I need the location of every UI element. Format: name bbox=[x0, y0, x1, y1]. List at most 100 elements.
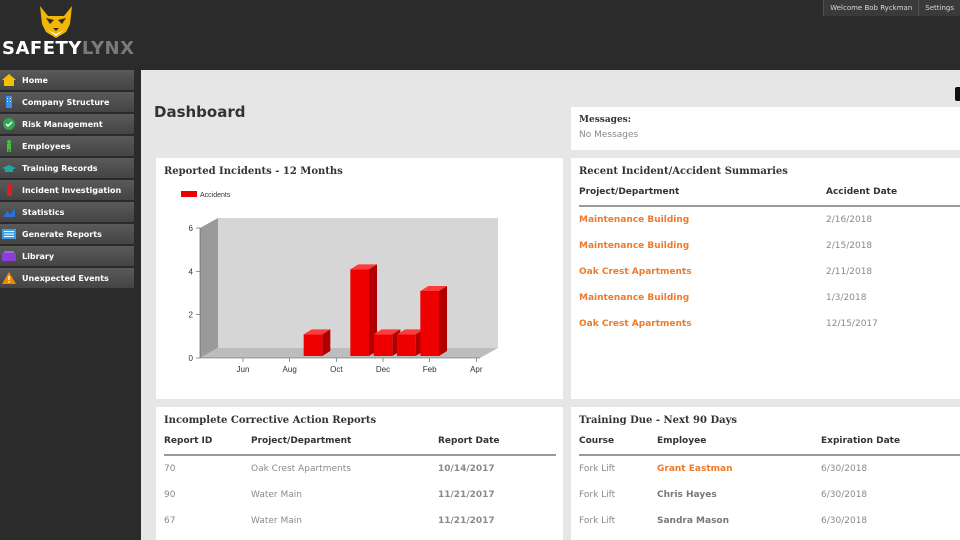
x-tick-label: Dec bbox=[376, 365, 390, 374]
bar-side bbox=[322, 329, 331, 356]
sidebar-item-generate-reports[interactable]: Generate Reports bbox=[0, 224, 134, 245]
bar bbox=[373, 334, 393, 356]
column-header-employee: Employee bbox=[657, 436, 707, 446]
x-tick-label: Jun bbox=[237, 365, 250, 374]
sidebar-item-label: Generate Reports bbox=[22, 229, 102, 239]
corrective-actions-title: Incomplete Corrective Action Reports bbox=[164, 415, 377, 426]
page-title: Dashboard bbox=[154, 103, 246, 121]
chart-icon bbox=[3, 208, 15, 217]
header-divider bbox=[164, 454, 556, 456]
incident-project-link[interactable]: Oak Crest Apartments bbox=[579, 319, 692, 329]
header-divider bbox=[579, 454, 960, 456]
x-tick-label: Oct bbox=[330, 365, 343, 374]
close-icon[interactable] bbox=[955, 87, 960, 101]
column-header-expiration-date: Expiration Date bbox=[821, 436, 901, 446]
incident-date: 12/15/2017 bbox=[826, 319, 878, 329]
chart-floor bbox=[200, 348, 498, 358]
column-header-project: Project/Department bbox=[579, 187, 680, 197]
bar bbox=[303, 334, 323, 356]
column-header-accident-date: Accident Date bbox=[826, 187, 898, 197]
y-tick-label: 0 bbox=[189, 354, 194, 363]
settings-link[interactable]: Settings bbox=[918, 0, 960, 16]
report-date: 10/14/2017 bbox=[438, 464, 495, 474]
incident-date: 2/11/2018 bbox=[826, 267, 873, 277]
training-due-panel: Training Due - Next 90 Days Course Emplo… bbox=[571, 407, 960, 540]
sidebar-item-label: Employees bbox=[22, 141, 71, 151]
incident-project-link[interactable]: Maintenance Building bbox=[579, 215, 690, 225]
x-tick-label: Feb bbox=[423, 365, 437, 374]
incidents-chart-panel: Reported Incidents - 12 Months Accidents… bbox=[156, 158, 563, 399]
report-id: 67 bbox=[164, 516, 176, 526]
sidebar-item-label: Library bbox=[22, 251, 55, 261]
y-tick-label: 2 bbox=[189, 311, 194, 320]
column-header-report-date: Report Date bbox=[438, 436, 500, 446]
legend-label: Accidents bbox=[200, 192, 231, 199]
bar-side bbox=[439, 286, 447, 356]
bar-top bbox=[397, 329, 424, 335]
report-date: 11/21/2017 bbox=[438, 490, 495, 500]
column-header-course: Course bbox=[579, 436, 615, 446]
report-id: 90 bbox=[164, 490, 176, 500]
bar bbox=[350, 269, 369, 356]
column-header-project: Project/Department bbox=[251, 436, 352, 446]
sidebar-item-employees[interactable]: Employees bbox=[0, 136, 134, 157]
training-expiration-date: 6/30/2018 bbox=[821, 464, 868, 474]
incident-date: 2/15/2018 bbox=[826, 241, 873, 251]
sidebar-item-incident-investigation[interactable]: Incident Investigation bbox=[0, 180, 134, 201]
sidebar-item-risk-management[interactable]: Risk Management bbox=[0, 114, 134, 135]
sidebar-item-statistics[interactable]: Statistics bbox=[0, 202, 134, 223]
incident-date: 1/3/2018 bbox=[826, 293, 867, 303]
sidebar-item-library[interactable]: Library bbox=[0, 246, 134, 267]
training-employee-link[interactable]: Grant Eastman bbox=[657, 464, 733, 474]
recent-incidents-title: Recent Incident/Accident Summaries bbox=[579, 166, 788, 177]
report-id: 70 bbox=[164, 464, 176, 474]
y-tick-label: 4 bbox=[189, 267, 194, 276]
sidebar-item-unexpected-events[interactable]: Unexpected Events bbox=[0, 268, 134, 289]
fire-extinguisher-icon bbox=[7, 184, 15, 196]
training-employee: Chris Hayes bbox=[657, 490, 717, 500]
incident-project-link[interactable]: Maintenance Building bbox=[579, 241, 690, 251]
sidebar-item-label: Training Records bbox=[22, 163, 98, 173]
checkmark-icon bbox=[3, 118, 15, 130]
report-icon bbox=[2, 229, 16, 239]
messages-title: Messages: bbox=[579, 115, 632, 125]
sidebar-nav: Home Company Structure Risk Management E… bbox=[0, 70, 141, 540]
header-divider bbox=[579, 205, 960, 207]
messages-panel: Messages: No Messages bbox=[571, 107, 960, 150]
report-date: 11/21/2017 bbox=[438, 516, 495, 526]
building-icon bbox=[6, 96, 12, 108]
incident-project-link[interactable]: Oak Crest Apartments bbox=[579, 267, 692, 277]
report-project: Water Main bbox=[251, 516, 302, 526]
training-expiration-date: 6/30/2018 bbox=[821, 490, 868, 500]
messages-body: No Messages bbox=[579, 130, 639, 140]
sidebar-item-company-structure[interactable]: Company Structure bbox=[0, 92, 134, 113]
training-course: Fork Lift bbox=[579, 464, 616, 474]
incidents-chart: Accidents 0 2 4 6 Jun Aug Oct Dec Feb Apr bbox=[181, 191, 498, 374]
bar-top bbox=[350, 264, 377, 270]
sidebar-item-label: Statistics bbox=[22, 207, 65, 217]
incident-project-link[interactable]: Maintenance Building bbox=[579, 293, 690, 303]
sidebar-item-label: Risk Management bbox=[22, 119, 103, 129]
bar-side bbox=[369, 264, 377, 356]
welcome-user-link[interactable]: Welcome Bob Ryckman bbox=[823, 0, 919, 16]
sidebar-item-home[interactable]: Home bbox=[0, 70, 134, 91]
top-bar: SAFETYLYNX Welcome Bob Ryckman Settings bbox=[0, 0, 960, 70]
main-content: Dashboard Messages: No Messages Reported… bbox=[141, 70, 960, 540]
sidebar-item-training-records[interactable]: Training Records bbox=[0, 158, 134, 179]
chart-side-wall bbox=[200, 218, 218, 358]
report-project: Water Main bbox=[251, 490, 302, 500]
training-course: Fork Lift bbox=[579, 490, 616, 500]
sidebar-item-label: Incident Investigation bbox=[22, 185, 122, 195]
bar bbox=[420, 291, 439, 356]
corrective-actions-panel: Incomplete Corrective Action Reports Rep… bbox=[156, 407, 563, 540]
training-expiration-date: 6/30/2018 bbox=[821, 516, 868, 526]
training-course: Fork Lift bbox=[579, 516, 616, 526]
sidebar-item-label: Home bbox=[22, 75, 48, 85]
column-header-report-id: Report ID bbox=[164, 436, 213, 446]
sidebar-item-label: Unexpected Events bbox=[22, 273, 109, 283]
training-due-title: Training Due - Next 90 Days bbox=[579, 415, 738, 426]
recent-incidents-panel: Recent Incident/Accident Summaries Proje… bbox=[571, 158, 960, 399]
lynx-logo-icon[interactable] bbox=[36, 4, 76, 40]
brand-name[interactable]: SAFETYLYNX bbox=[2, 38, 134, 59]
x-tick-label: Aug bbox=[283, 365, 297, 374]
